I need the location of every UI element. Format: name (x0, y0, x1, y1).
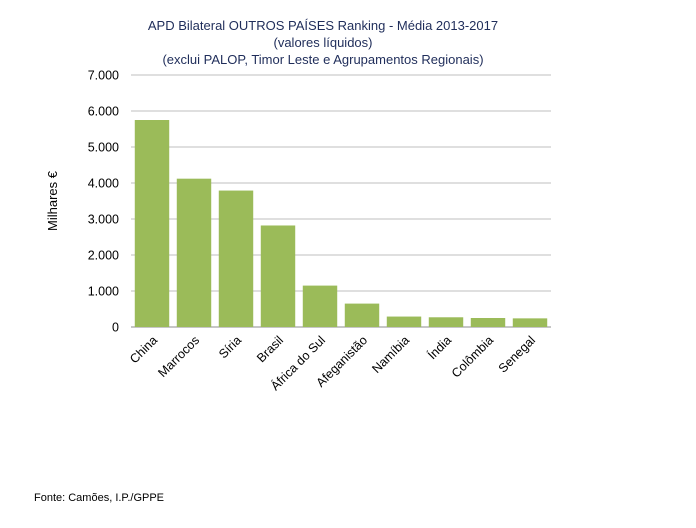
y-tick-label: 5.000 (88, 141, 119, 155)
bar-senegal (512, 318, 548, 327)
bar-namíbia (386, 316, 422, 327)
y-tick-label: 3.000 (88, 213, 119, 227)
x-tick-label: Colômbia (449, 333, 496, 380)
x-tick-label: Marrocos (155, 333, 202, 380)
y-axis-label: Milhares € (45, 170, 60, 231)
bar-brasil (260, 225, 296, 327)
bar-áfrica-do-sul (302, 285, 338, 327)
x-tick-label: Brasil (254, 333, 286, 365)
x-tick-label: Índia (424, 332, 454, 362)
bars (134, 120, 548, 327)
y-axis-ticks: 0 1.000 2.000 3.000 4.000 5.000 6.000 7.000 (88, 69, 119, 335)
bar-marrocos (176, 178, 212, 327)
bar-síria (218, 190, 254, 327)
y-tick-label: 4.000 (88, 177, 119, 191)
source-note: Fonte: Camões, I.P./GPPE (34, 492, 165, 504)
y-tick-label: 7.000 (88, 69, 119, 83)
y-tick-label: 1.000 (88, 285, 119, 299)
y-tick-label: 2.000 (88, 249, 119, 263)
x-tick-label: Senegal (496, 333, 538, 375)
x-tick-label: Síria (216, 333, 244, 361)
bar-índia (428, 317, 464, 327)
bar-colômbia (470, 318, 506, 327)
chart-title-line-3: (exclui PALOP, Timor Leste e Agrupamento… (162, 52, 483, 67)
chart-title-line-2: (valores líquidos) (274, 35, 373, 50)
x-tick-label: China (127, 333, 160, 366)
y-tick-label: 6.000 (88, 105, 119, 119)
chart-title-line-1: APD Bilateral OUTROS PAÍSES Ranking - Mé… (148, 18, 498, 33)
y-tick-label: 0 (112, 321, 119, 335)
bar-afeganistão (344, 303, 380, 327)
bar-china (134, 120, 170, 327)
x-tick-label: Namíbia (369, 333, 412, 376)
